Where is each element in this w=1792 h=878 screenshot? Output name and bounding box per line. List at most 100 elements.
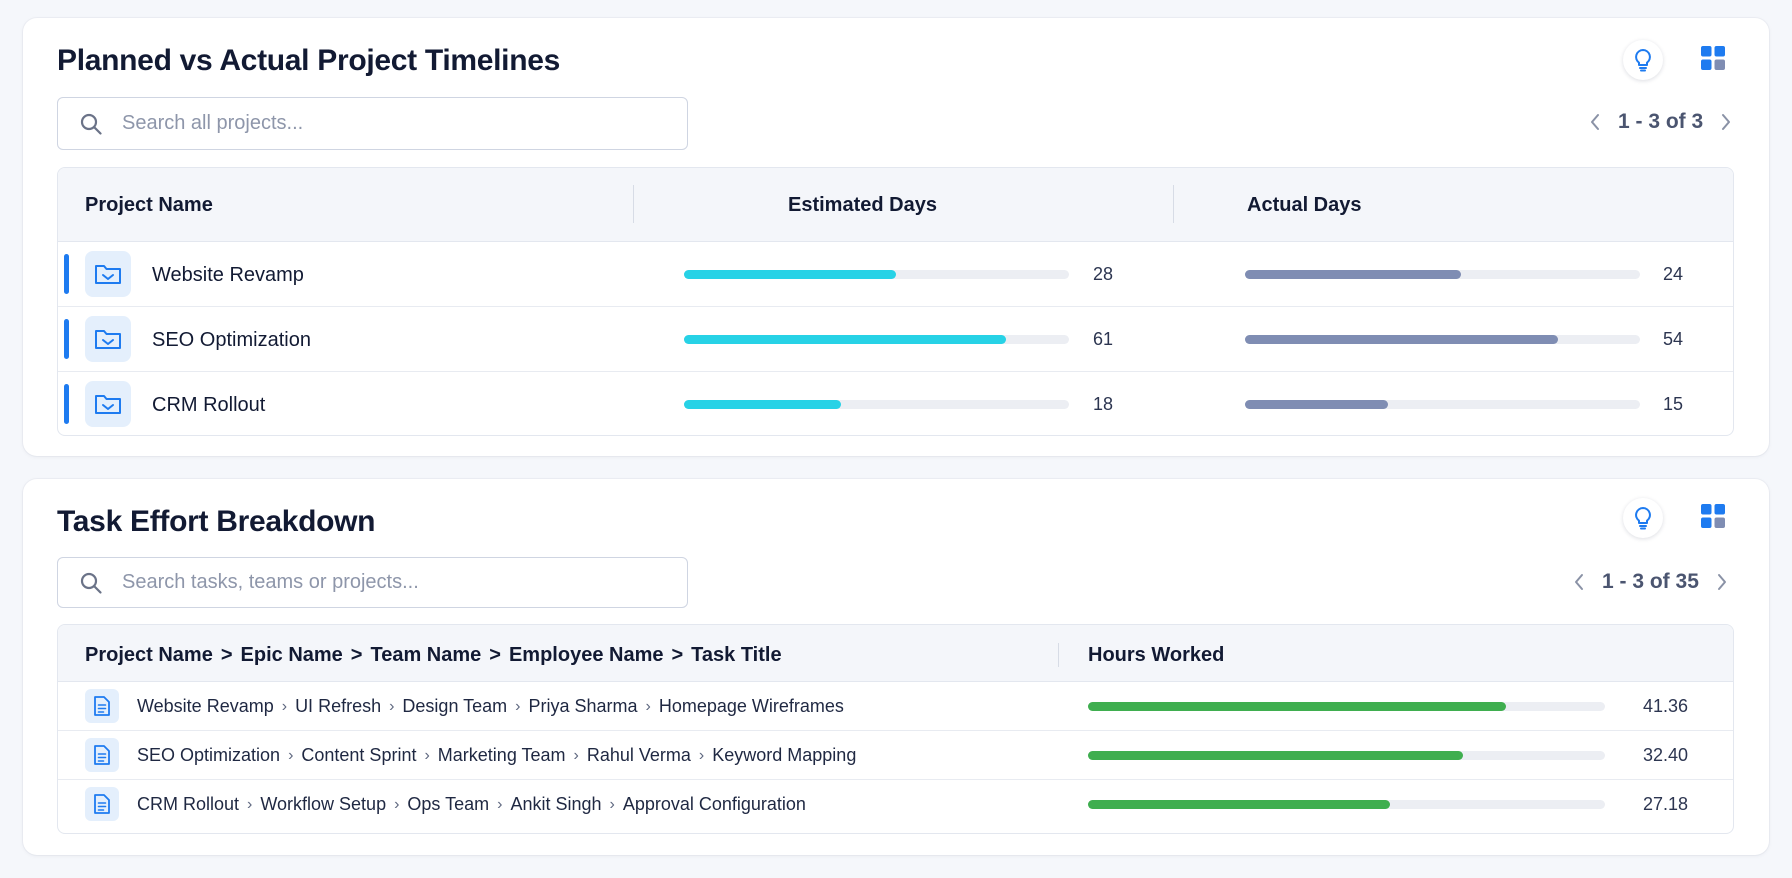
insights-button[interactable]	[1623, 40, 1663, 80]
table-header: Project Name > Epic Name > Team Name > Empl…	[58, 625, 1733, 682]
actual-bar	[1245, 270, 1640, 279]
search-icon	[79, 571, 103, 595]
task-search-input[interactable]	[122, 571, 662, 594]
actual-days-value: 15	[1663, 394, 1684, 414]
effort-pagination: 1 - 3 of 35	[1568, 570, 1733, 594]
column-project-name[interactable]: Project Name	[85, 194, 213, 216]
employee-name: Ankit Singh	[510, 794, 602, 814]
task-title: Homepage Wireframes	[658, 696, 844, 716]
insights-button[interactable]	[1623, 498, 1663, 538]
column-team-name: Team Name	[370, 644, 482, 666]
estimated-days-value: 61	[1093, 329, 1114, 349]
task-search[interactable]	[57, 557, 688, 608]
employee-name: Rahul Verma	[586, 745, 691, 765]
pagination-label: 1 - 3 of 35	[1602, 570, 1699, 593]
table-row[interactable]: Website Revamp › UI Refresh › Design Team ›…	[58, 682, 1733, 731]
document-icon	[85, 689, 119, 723]
task-title: Approval Configuration	[622, 794, 806, 814]
grid-view-icon	[1701, 46, 1725, 70]
document-icon	[85, 787, 119, 821]
employee-name: Priya Sharma	[528, 696, 638, 716]
hours-bar	[1088, 702, 1605, 711]
search-icon	[79, 112, 103, 136]
hours-bar	[1088, 751, 1605, 760]
lightbulb-icon	[1635, 49, 1651, 72]
project-name: SEO Optimization	[152, 329, 311, 351]
row-accent	[64, 384, 69, 424]
table-row[interactable]: Website Revamp 28 24	[58, 242, 1733, 307]
hours-worked-value: 41.36	[1643, 696, 1689, 716]
column-task-title: Task Title	[691, 644, 782, 666]
folder-icon	[85, 316, 131, 362]
team-name: Ops Team	[407, 794, 490, 814]
actual-bar	[1245, 400, 1640, 409]
table-header: Project Name Estimated Days Actual Days	[58, 168, 1733, 242]
table-row[interactable]: CRM Rollout 18 15	[58, 372, 1733, 435]
hours-worked-value: 27.18	[1643, 794, 1689, 814]
grid-view-button[interactable]	[1693, 496, 1733, 536]
estimated-days-value: 28	[1093, 264, 1114, 284]
column-actual-days[interactable]: Actual Days	[1247, 194, 1362, 216]
epic-name: Workflow Setup	[260, 794, 387, 814]
project-name: Website Revamp	[152, 264, 304, 286]
estimated-bar	[684, 270, 1069, 279]
hours-bar	[1088, 800, 1605, 809]
lightbulb-icon	[1635, 507, 1651, 530]
task-path: CRM Rollout › Workflow Setup › Ops Team › A…	[137, 794, 806, 814]
folder-icon	[85, 251, 131, 297]
row-accent	[64, 254, 69, 294]
prev-page-button[interactable]	[1568, 571, 1590, 593]
timelines-table: Project Name Estimated Days Actual Days …	[57, 167, 1734, 436]
project-name: Website Revamp	[137, 696, 274, 716]
chevron-right-icon	[1722, 114, 1731, 130]
row-accent	[64, 319, 69, 359]
grid-view-button[interactable]	[1693, 38, 1733, 78]
document-icon	[85, 738, 119, 772]
pagination-label: 1 - 3 of 3	[1618, 110, 1704, 133]
chevron-left-icon	[1591, 114, 1599, 130]
epic-name: UI Refresh	[295, 696, 382, 716]
project-name: CRM Rollout	[137, 794, 240, 814]
task-title: Keyword Mapping	[712, 745, 857, 765]
team-name: Design Team	[402, 696, 508, 716]
project-name: SEO Optimization	[137, 745, 281, 765]
hours-worked-value: 32.40	[1643, 745, 1689, 765]
column-epic-name: Epic Name	[240, 644, 343, 666]
table-row[interactable]: CRM Rollout › Workflow Setup › Ops Team › A…	[58, 780, 1733, 829]
column-estimated-days[interactable]: Estimated Days	[788, 194, 937, 216]
timelines-title: Planned vs Actual Project Timelines	[57, 44, 561, 77]
timelines-card: Planned vs Actual Project Timelines 1 - …	[23, 18, 1769, 456]
chevron-right-icon	[1717, 574, 1726, 590]
column-divider	[633, 185, 634, 223]
effort-title: Task Effort Breakdown	[57, 505, 376, 538]
column-hours-worked[interactable]: Hours Worked	[1088, 644, 1225, 666]
team-name: Marketing Team	[437, 745, 566, 765]
next-page-button[interactable]	[1711, 571, 1733, 593]
timelines-pagination: 1 - 3 of 3	[1584, 110, 1737, 134]
column-hierarchy[interactable]: Project Name > Epic Name > Team Name > Empl…	[85, 644, 782, 666]
column-divider	[1173, 185, 1174, 223]
grid-view-icon	[1701, 504, 1725, 528]
actual-bar	[1245, 335, 1640, 344]
project-search-input[interactable]	[122, 112, 662, 135]
table-row[interactable]: SEO Optimization 61 54	[58, 307, 1733, 372]
effort-card: Task Effort Breakdown 1 - 3 of 35	[23, 479, 1769, 855]
prev-page-button[interactable]	[1584, 111, 1606, 133]
next-page-button[interactable]	[1715, 111, 1737, 133]
table-row[interactable]: SEO Optimization › Content Sprint › Market…	[58, 731, 1733, 780]
effort-table: Project Name > Epic Name > Team Name > Empl…	[57, 624, 1734, 834]
chevron-left-icon	[1575, 574, 1583, 590]
column-divider	[1058, 643, 1059, 667]
epic-name: Content Sprint	[301, 745, 417, 765]
folder-icon	[85, 381, 131, 427]
estimated-bar	[684, 335, 1069, 344]
column-employee-name: Employee Name	[508, 644, 664, 666]
estimated-bar	[684, 400, 1069, 409]
actual-days-value: 24	[1663, 264, 1684, 284]
task-path: SEO Optimization › Content Sprint › Market…	[137, 745, 857, 765]
column-project-name: Project Name	[85, 644, 213, 666]
project-search[interactable]	[57, 97, 688, 150]
task-path: Website Revamp › UI Refresh › Design Team ›…	[137, 696, 844, 716]
actual-days-value: 54	[1663, 329, 1684, 349]
estimated-days-value: 18	[1093, 394, 1114, 414]
